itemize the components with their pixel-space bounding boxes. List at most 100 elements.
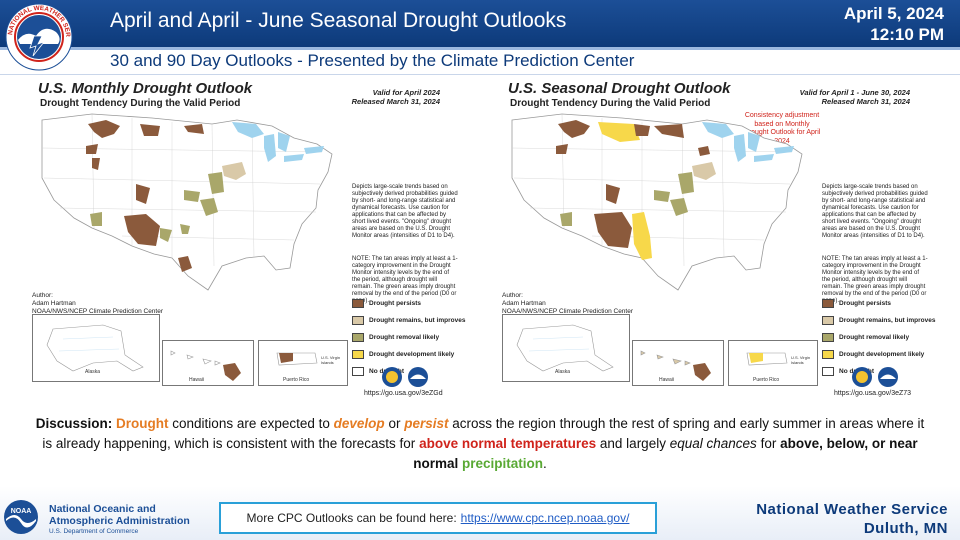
header: NATIONAL WEATHER SERVICE April and April… bbox=[0, 0, 960, 75]
discussion-lead: Discussion: bbox=[35, 416, 113, 431]
legend-swatch bbox=[822, 333, 834, 342]
hawaii-label: Hawaii bbox=[659, 377, 675, 383]
outlook-url[interactable]: https://go.usa.gov/3eZ73 bbox=[834, 390, 912, 397]
consistency-note: Consistency adjustment based on Monthly … bbox=[743, 112, 821, 145]
released-text: Released March 31, 2024 bbox=[351, 97, 440, 106]
map-description: Depicts large-scale trends based on subj… bbox=[352, 184, 458, 239]
alaska-inset: Alaska bbox=[32, 314, 160, 382]
author-label: Author: bbox=[32, 292, 53, 299]
page-subtitle: 30 and 90 Day Outlooks - Presented by th… bbox=[110, 51, 635, 70]
legend-swatch bbox=[352, 333, 364, 342]
office-name: National Weather Service Duluth, MN bbox=[756, 500, 948, 538]
us-drought-map bbox=[41, 113, 333, 291]
author-block: Author: Adam Hartman NOAA/NWS/NCEP Clima… bbox=[32, 292, 163, 316]
panel-title: U.S. Monthly Drought Outlook bbox=[38, 80, 253, 97]
nws-logo-icon: NATIONAL WEATHER SERVICE bbox=[4, 2, 73, 71]
header-band bbox=[0, 0, 960, 47]
date-label: April 5, 2024 bbox=[843, 4, 944, 23]
legend-item: Drought removal likely bbox=[352, 329, 472, 346]
discussion-text: Discussion: Drought conditions are expec… bbox=[30, 414, 930, 474]
puerto-rico-inset: Puerto Rico U.S. Virgin Islands bbox=[258, 340, 348, 386]
or-word: or bbox=[388, 416, 401, 431]
author-org: NOAA/NWS/NCEP Climate Prediction Center bbox=[32, 308, 164, 315]
legend-item: Drought development likely bbox=[352, 346, 472, 363]
hawaii-map bbox=[170, 350, 241, 381]
precipitation-word: precipitation bbox=[462, 456, 544, 471]
puerto-rico-label: Puerto Rico bbox=[283, 377, 310, 383]
panel-title: U.S. Seasonal Drought Outlook bbox=[508, 80, 731, 97]
page-title: April and April - June Seasonal Drought … bbox=[110, 9, 567, 32]
above-below-near: above, below, or near normal bbox=[413, 436, 918, 471]
us-drought-map bbox=[511, 113, 803, 291]
alaska-label: Alaska bbox=[555, 369, 571, 375]
author-label: Author: bbox=[502, 292, 523, 299]
author-name: Adam Hartman bbox=[32, 300, 76, 307]
alaska-label: Alaska bbox=[85, 369, 101, 375]
subtitle-band bbox=[0, 50, 960, 75]
panel-subtitle: Drought Tendency During the Valid Period bbox=[40, 98, 241, 109]
noaa-logo-icon: NOAA bbox=[4, 500, 38, 534]
equal-chances: equal chances bbox=[669, 436, 757, 451]
legend-label: Drought remains, but improves bbox=[369, 317, 466, 324]
noaa-name-line1: National Oceanic and bbox=[49, 503, 156, 515]
cpc-outlooks-box: More CPC Outlooks can be found here: htt… bbox=[219, 502, 657, 534]
legend-label: Drought development likely bbox=[369, 351, 455, 358]
alaska-inset: Alaska bbox=[502, 314, 630, 382]
legend-item: Drought persists bbox=[822, 295, 942, 312]
noaa-name-line2: Atmospheric Administration bbox=[49, 515, 190, 527]
header-accent-line bbox=[0, 47, 960, 50]
legend-swatch bbox=[822, 299, 834, 308]
panel-subtitle: Drought Tendency During the Valid Period bbox=[510, 98, 711, 109]
noaa-department: U.S. Department of Commerce bbox=[49, 528, 139, 535]
office-line2: Duluth, MN bbox=[863, 520, 948, 537]
legend-swatch bbox=[352, 350, 364, 359]
author-org: NOAA/NWS/NCEP Climate Prediction Center bbox=[502, 308, 634, 315]
office-line1: National Weather Service bbox=[756, 501, 948, 518]
above-normal-temps: above normal temperatures bbox=[419, 436, 597, 451]
discussion-text-4: for bbox=[760, 436, 777, 451]
puerto-rico-inset: Puerto Rico U.S. Virgin Islands bbox=[728, 340, 818, 386]
alaska-map bbox=[516, 324, 614, 372]
hawaii-inset: Hawaii bbox=[162, 340, 254, 386]
legend-swatch bbox=[352, 299, 364, 308]
puerto-rico-map bbox=[276, 352, 318, 366]
time-label: 12:10 PM bbox=[870, 25, 944, 44]
author-name: Adam Hartman bbox=[502, 300, 546, 307]
legend-label: Drought remains, but improves bbox=[839, 317, 936, 324]
legend-item: Drought remains, but improves bbox=[352, 312, 472, 329]
noaa-name: National Oceanic and Atmospheric Adminis… bbox=[49, 503, 190, 527]
valid-text: Valid for April 2024 bbox=[372, 88, 440, 97]
cpc-link[interactable]: https://www.cpc.ncep.noaa.gov/ bbox=[460, 511, 630, 525]
virgin-islands-label: U.S. Virgin Islands bbox=[321, 355, 341, 365]
develop-word: develop bbox=[333, 416, 385, 431]
legend-item: Drought removal likely bbox=[822, 329, 942, 346]
legend-swatch bbox=[352, 367, 364, 376]
released-text: Released March 31, 2024 bbox=[821, 97, 910, 106]
persist-word: persist bbox=[404, 416, 449, 431]
legend-swatch bbox=[352, 316, 364, 325]
legend-swatch bbox=[822, 367, 834, 376]
map-description: Depicts large-scale trends based on subj… bbox=[822, 184, 928, 239]
cpc-text: More CPC Outlooks can be found here: bbox=[246, 511, 457, 525]
legend-item: Drought remains, but improves bbox=[822, 312, 942, 329]
noaa-logo-text: NOAA bbox=[11, 508, 32, 515]
valid-period: Valid for April 1 - June 30, 2024 Releas… bbox=[800, 88, 910, 106]
puerto-rico-map bbox=[746, 352, 788, 366]
hawaii-map bbox=[640, 350, 711, 381]
footer: NOAA National Oceanic and Atmospheric Ad… bbox=[0, 486, 960, 540]
hawaii-inset: Hawaii bbox=[632, 340, 724, 386]
legend-item: Drought development likely bbox=[822, 346, 942, 363]
legend-label: Drought persists bbox=[839, 300, 892, 307]
agency-logos-icon bbox=[382, 367, 428, 387]
virgin-islands-label: U.S. Virgin Islands bbox=[791, 355, 811, 365]
legend-swatch bbox=[822, 316, 834, 325]
discussion-text-3: and largely bbox=[599, 436, 666, 451]
drought-word: Drought bbox=[116, 416, 169, 431]
outlook-url[interactable]: https://go.usa.gov/3eZGd bbox=[364, 390, 443, 397]
author-block: Author: Adam Hartman NOAA/NWS/NCEP Clima… bbox=[502, 292, 633, 316]
discussion-text-2: across the region through the rest of sp… bbox=[42, 416, 925, 451]
valid-period: Valid for April 2024 Released March 31, … bbox=[352, 88, 440, 106]
datetime: April 5, 2024 12:10 PM bbox=[844, 3, 944, 45]
legend-label: Drought removal likely bbox=[369, 334, 440, 341]
